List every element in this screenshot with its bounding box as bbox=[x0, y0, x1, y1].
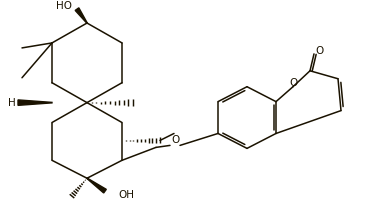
Polygon shape bbox=[75, 8, 87, 23]
Text: O: O bbox=[315, 46, 323, 56]
Text: H: H bbox=[8, 98, 16, 108]
Text: O: O bbox=[289, 78, 297, 88]
Polygon shape bbox=[18, 100, 52, 105]
Text: O: O bbox=[171, 136, 179, 145]
Text: OH: OH bbox=[118, 190, 134, 200]
Text: HO: HO bbox=[56, 1, 72, 11]
Polygon shape bbox=[87, 178, 106, 193]
